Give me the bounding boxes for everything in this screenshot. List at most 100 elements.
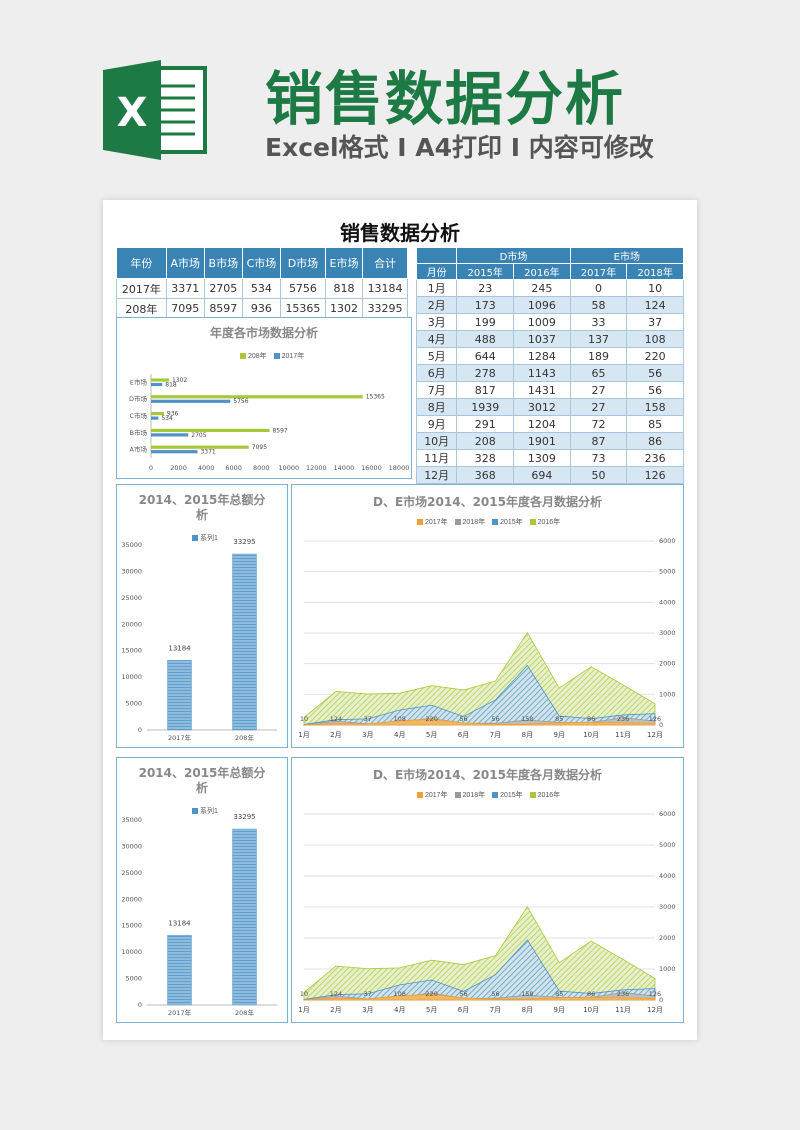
table-cell: 1302 [324, 298, 364, 319]
table-cell: 9月 [415, 415, 458, 433]
tick-label: 0 [149, 464, 153, 472]
data-label: 8597 [272, 427, 287, 434]
legend-label: 2018年 [462, 519, 486, 526]
table-cell: 368 [456, 466, 515, 484]
table-cell: 818 [324, 278, 364, 299]
data-label: 33295 [233, 538, 255, 546]
category-label: 7月 [490, 1006, 501, 1014]
monthly-group-header: E市场 [569, 247, 685, 264]
tick-label: 0 [138, 1001, 142, 1009]
bar [151, 382, 163, 387]
legend-label: 2016年 [537, 792, 561, 799]
table-row: 6月 278 1143 65 56 [415, 364, 684, 382]
table-cell: 124 [626, 296, 684, 314]
tick-label: 10000 [121, 673, 142, 681]
table-cell: 1037 [513, 330, 571, 348]
table-row: 2017年 3371 2705 534 5756 818 13184 [116, 278, 408, 299]
table-cell: 245 [513, 279, 571, 297]
table-row: 1月 23 245 0 10 [415, 279, 684, 297]
chart-legend: 2017年 2018年 2015年 2016年 [412, 790, 560, 800]
table-cell: 65 [569, 364, 628, 382]
column [167, 660, 192, 731]
data-label: 56 [491, 715, 499, 723]
table-cell: 1901 [513, 432, 571, 450]
table-row: 11月 328 1309 73 236 [415, 449, 684, 467]
bar [151, 428, 270, 432]
tick-label: 12000 [306, 464, 327, 472]
tick-label: 30000 [121, 842, 142, 850]
table-row: 7月 817 1431 27 56 [415, 381, 684, 399]
tick-label: 5000 [125, 975, 142, 983]
chart-legend: 2017年 2018年 2015年 2016年 [412, 517, 560, 527]
data-label: 220 [425, 715, 437, 723]
table-cell: 1431 [513, 381, 571, 399]
tick-label: 0 [659, 996, 663, 1004]
legend-swatch [240, 353, 246, 360]
data-label: 7095 [252, 444, 267, 451]
table-row: 12月 368 694 50 126 [415, 466, 684, 484]
category-label: 6月 [458, 1006, 469, 1014]
tick-label: 5000 [659, 841, 676, 849]
tick-label: 25000 [121, 869, 142, 877]
category-label: 8月 [522, 1006, 533, 1014]
table-cell: 85 [626, 415, 684, 433]
data-label: 10 [300, 990, 308, 998]
category-label: D市场 [129, 394, 148, 403]
bar [151, 416, 159, 420]
table-cell: 8月 [415, 398, 458, 416]
category-label: 6月 [458, 731, 469, 739]
category-label: 2月 [330, 731, 341, 739]
data-label: 5756 [233, 398, 248, 405]
category-label: 3月 [362, 1006, 373, 1014]
tick-label: 3000 [659, 903, 676, 911]
data-label: 936 [167, 411, 179, 418]
column [167, 935, 192, 1006]
monthly-table: D市场 E市场 月份 2015年 2016年 2017年 2018年 1月 23 2… [415, 247, 685, 484]
tick-label: 35000 [121, 541, 142, 549]
category-label: 3月 [362, 731, 373, 739]
table-cell: 11月 [415, 449, 458, 467]
data-label: 124 [330, 990, 342, 998]
table-cell: 2月 [415, 296, 458, 314]
category-label: 4月 [394, 1006, 405, 1014]
data-label: 37 [364, 715, 372, 723]
table-cell: 208年 [116, 298, 167, 319]
table-cell: 33 [569, 313, 628, 331]
tick-label: 0 [659, 721, 663, 729]
legend-swatch [192, 535, 198, 542]
table-cell: 108 [626, 330, 684, 348]
legend-swatch [417, 792, 423, 799]
table-cell: 328 [456, 449, 515, 467]
category-label: 4月 [394, 731, 405, 739]
category-label: 12月 [647, 731, 663, 739]
data-label: 158 [521, 715, 533, 723]
summary-header-cell: 年份 [116, 247, 167, 279]
summary-header-row: 年份 A市场 B市场 C市场 D市场 E市场 合计 [116, 247, 408, 279]
category-label: 10月 [583, 1006, 599, 1014]
table-cell: 208 [456, 432, 515, 450]
table-cell: 0 [569, 279, 628, 297]
table-cell: 488 [456, 330, 515, 348]
legend-label: 2015年 [500, 519, 523, 526]
tick-label: 30000 [121, 567, 142, 575]
table-cell: 7月 [415, 381, 458, 399]
excel-logo-icon: X [103, 60, 213, 160]
data-label: 15365 [366, 394, 385, 401]
tick-label: 10000 [278, 464, 299, 472]
market-bar-chart: 0 2000 4000 6000 8000 10000 12000 14000 16000 180… [129, 374, 409, 472]
bar [151, 399, 231, 403]
tick-label: 35000 [121, 816, 142, 824]
table-cell: 1309 [513, 449, 571, 467]
total-column-chart-panel-1: 2014、2015年总额分析 系列1 0 5000 10000 15000 20000 2… [116, 484, 288, 748]
table-cell: 2017年 [116, 278, 167, 299]
table-cell: 58 [569, 296, 628, 314]
category-label: 9月 [554, 731, 565, 739]
legend-label: 2015年 [500, 792, 523, 799]
table-row: 3月 199 1009 33 37 [415, 313, 684, 331]
table-cell: 87 [569, 432, 628, 450]
category-label: 2017年 [168, 733, 192, 742]
legend-label: 2017年 [425, 519, 448, 526]
bar [151, 445, 249, 449]
legend-swatch [454, 519, 461, 526]
tick-label: 4000 [659, 872, 676, 880]
